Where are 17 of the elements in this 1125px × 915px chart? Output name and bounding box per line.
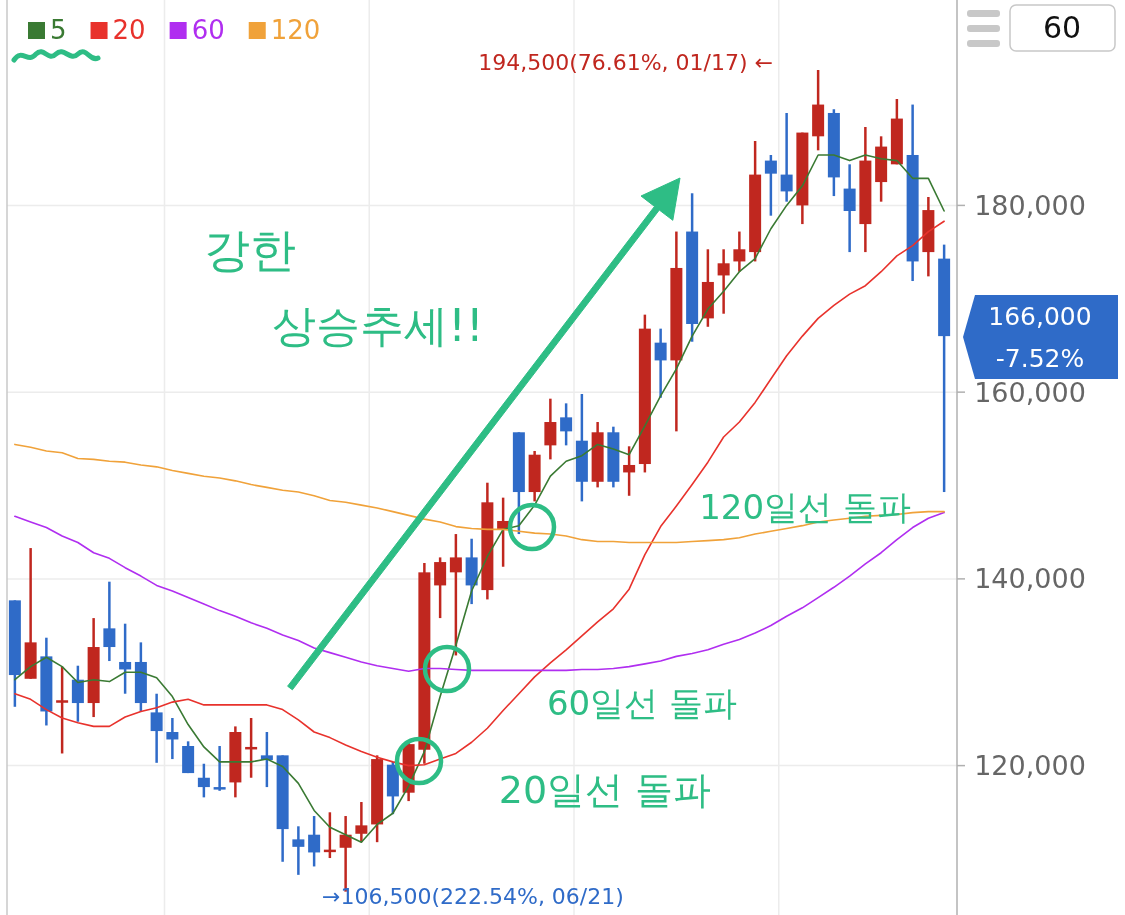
legend-label: 5 <box>50 15 67 45</box>
annotation: 194,500(76.61%, 01/17) ← <box>478 49 773 75</box>
annotation: 20일선 돌파 <box>498 768 712 812</box>
legend-label: 20 <box>112 15 146 45</box>
annotation: 60일선 돌파 <box>546 683 738 723</box>
y-tick-label: 180,000 <box>974 189 1086 221</box>
y-tick-label: 160,000 <box>974 376 1086 408</box>
annotation: 강한 <box>204 223 296 277</box>
legend-label: 120 <box>270 15 321 45</box>
y-tick-label: 120,000 <box>974 750 1086 782</box>
text: -7.52% <box>995 343 1085 373</box>
text: 60 <box>1042 9 1082 45</box>
legend-label: 60 <box>191 15 225 45</box>
text: 166,000 <box>988 301 1092 331</box>
annotation: 상승추세!! <box>272 299 484 351</box>
y-tick-label: 140,000 <box>974 563 1086 595</box>
annotation: →106,500(222.54%, 06/21) <box>322 883 624 909</box>
